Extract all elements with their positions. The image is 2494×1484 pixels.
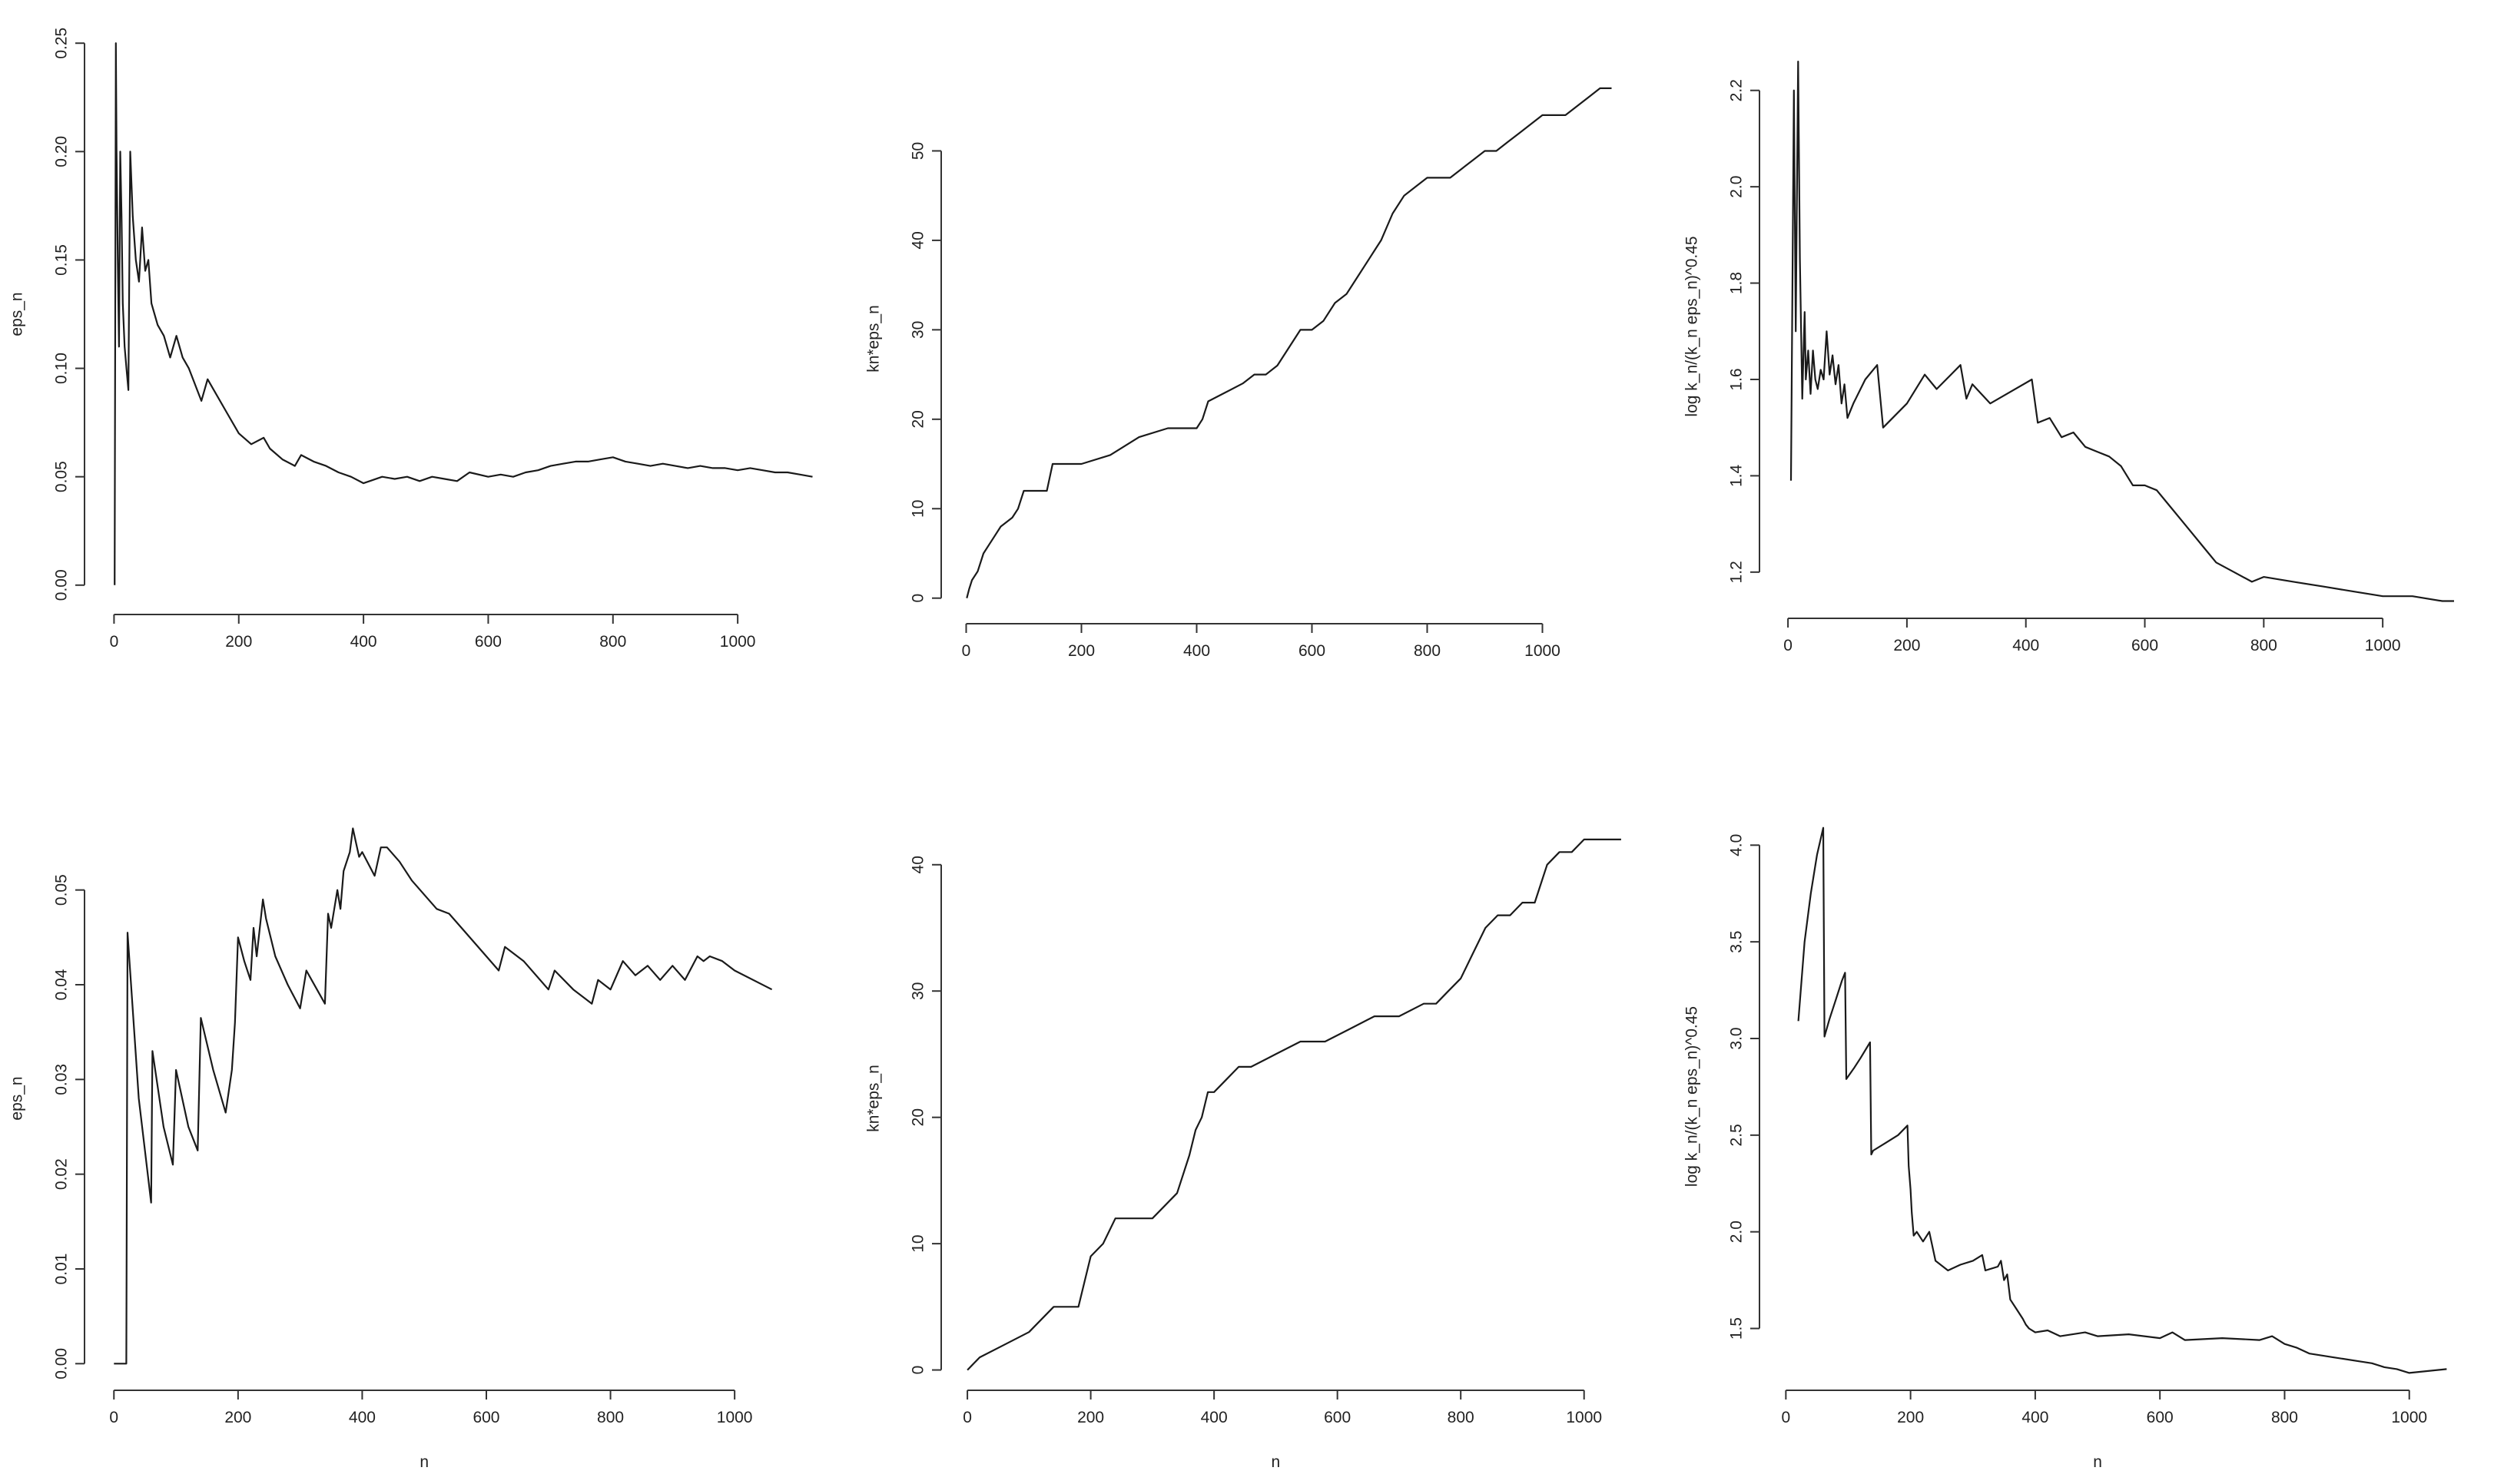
y-tick-label: 40 [910,231,927,249]
x-tick-label: 400 [2012,637,2039,654]
y-tick-label: 10 [910,1234,927,1252]
y-tick-label: 3.0 [1728,1027,1746,1049]
x-tick-label: 0 [962,642,971,660]
y-tick-label: 1.4 [1728,464,1746,487]
x-tick-label: 600 [475,633,502,651]
y-tick-label: 0.00 [53,569,71,601]
x-tick-label: 400 [2021,1409,2048,1426]
x-tick-label: 600 [1324,1409,1351,1426]
x-tick-label: 200 [1893,637,1920,654]
x-tick-label: 0 [963,1409,972,1426]
x-tick-label: 200 [225,633,252,651]
y-tick-label: 2.2 [1728,79,1746,101]
y-tick-label: 40 [910,856,927,873]
y-tick-label: 0 [910,594,927,603]
x-tick-label: 1000 [2365,637,2401,654]
panel-6: 0 200 400 600 800 1000 1.5 2.0 2.5 3.0 3.5 4.0 log k… [1683,826,2447,1471]
series-line [114,42,813,585]
y-tick-label: 50 [910,142,927,160]
y-tick-label: 0.05 [53,461,71,492]
y-tick-label: 0.02 [53,1158,71,1190]
y-tick-label: 0.20 [53,136,71,167]
x-tick-label: 800 [1448,1409,1474,1426]
x-tick-label: 0 [110,633,119,651]
x-tick-label: 200 [1897,1409,1924,1426]
y-tick-label: 2.5 [1728,1124,1746,1146]
x-tick-label: 800 [597,1409,624,1426]
x-tick-label: 600 [1298,642,1325,660]
y-tick-label: 0.00 [53,1348,71,1380]
y-tick-label: 0.10 [53,353,71,384]
x-tick-label: 0 [1783,637,1793,654]
y-tick-label: 4.0 [1728,834,1746,856]
y-tick-label: 0.15 [53,244,71,276]
y-tick-label: 2.0 [1728,1221,1746,1243]
x-tick-label: 800 [599,633,626,651]
x-tick-label: 800 [2271,1409,2298,1426]
x-tick-label: 200 [1077,1409,1104,1426]
series-line [966,87,1612,598]
x-tick-label: 600 [2131,637,2158,654]
y-tick-label: 0.01 [53,1254,71,1285]
x-axis-label: n [2093,1453,2102,1471]
x-tick-label: 1000 [1524,642,1560,660]
series-line [967,838,1621,1371]
y-tick-label: 1.8 [1728,272,1746,294]
x-tick-label: 600 [2147,1409,2174,1426]
y-tick-label: 1.5 [1728,1317,1746,1340]
x-tick-label: 200 [1068,642,1095,660]
y-tick-label: 0.04 [53,969,71,1000]
x-tick-label: 1000 [1566,1409,1602,1426]
panel-3: 0 200 400 600 800 1000 1.2 1.4 1.6 1.8 2.0 2.2 log k… [1683,60,2454,654]
y-tick-label: 1.6 [1728,368,1746,390]
series-line [114,827,773,1365]
y-tick-label: 20 [910,1108,927,1126]
x-tick-label: 1000 [720,633,756,651]
y-axis-label: log k_n/(k_n eps_n)^0.45 [1683,1006,1701,1187]
x-tick-label: 200 [224,1409,251,1426]
panel-1: 0 200 400 600 800 1000 0.00 0.05 0.10 0.15 0.20 0.2… [8,28,813,651]
y-tick-label: 10 [910,500,927,518]
x-axis-label: n [420,1453,429,1471]
y-tick-label: 30 [910,982,927,1000]
y-axis-label: log k_n/(k_n eps_n)^0.45 [1683,236,1701,416]
y-tick-label: 1.2 [1728,561,1746,583]
x-tick-label: 1000 [717,1409,753,1426]
x-tick-label: 0 [1781,1409,1790,1426]
series-line [1789,60,2454,602]
x-tick-label: 400 [350,633,377,651]
panel-4: 0 200 400 600 800 1000 0.00 0.01 0.02 0.03 0.04 0.0… [8,827,773,1471]
x-axis-label: n [1272,1453,1281,1471]
y-axis-label: eps_n [8,1076,26,1120]
x-tick-label: 400 [1201,1409,1228,1426]
series-line [1797,826,2447,1374]
y-tick-label: 0.25 [53,28,71,59]
x-tick-label: 600 [473,1409,499,1426]
x-tick-label: 800 [2250,637,2277,654]
y-tick-label: 0.03 [53,1064,71,1095]
y-tick-label: 3.5 [1728,931,1746,953]
y-tick-label: 2.0 [1728,176,1746,198]
y-axis-label: kn*eps_n [865,305,883,373]
x-tick-label: 400 [1183,642,1210,660]
y-tick-label: 0 [910,1366,927,1375]
panel-5: 0 200 400 600 800 1000 0 10 20 30 40 kn*eps_nn [865,838,1621,1471]
x-tick-label: 400 [349,1409,376,1426]
x-tick-label: 0 [109,1409,118,1426]
panel-2: 0 200 400 600 800 1000 0 10 20 30 40 50 kn*eps_n [865,87,1612,660]
x-tick-label: 1000 [2391,1409,2427,1426]
y-tick-label: 0.05 [53,874,71,906]
y-axis-label: kn*eps_n [865,1065,883,1132]
y-tick-label: 20 [910,410,927,428]
x-tick-label: 800 [1414,642,1441,660]
y-axis-label: eps_n [8,292,26,336]
y-tick-label: 30 [910,321,927,339]
